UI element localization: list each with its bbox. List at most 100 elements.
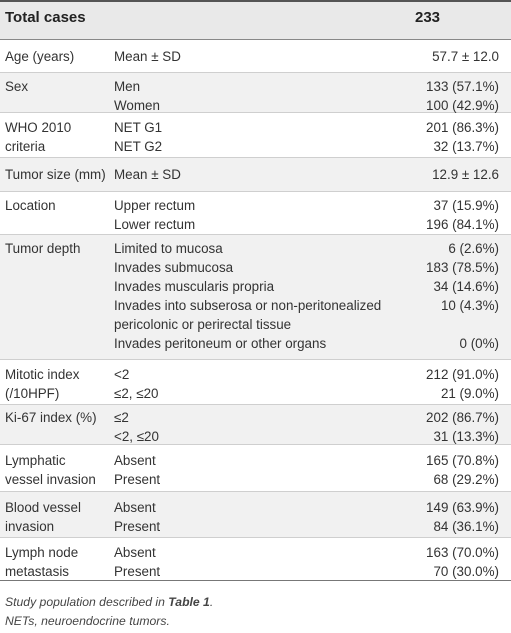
cell-text: Sex (5, 79, 29, 94)
row-category: Limited to mucosa Invades submucosa Invade… (114, 239, 381, 353)
cell-text: Lower rectum (114, 217, 196, 232)
cell-text: metastasis (5, 564, 69, 579)
row-category: NET G1 NET G2 (114, 118, 162, 156)
cell-text: Lymphatic (5, 453, 66, 468)
cell-text: 10 (4.3%) (440, 298, 499, 313)
cell-text: Men (114, 79, 141, 94)
cell-text: <2, ≤20 (114, 429, 159, 444)
footnote-abbreviations: NETs, neuroendocrine tumors. (5, 614, 170, 628)
cell-text: 133 (57.1%) (426, 79, 499, 94)
row-category: Absent Present (114, 451, 160, 489)
table-row: WHO 2010 criteria NET G1 NET G2 201 (86.3%) 3… (0, 113, 511, 158)
cell-text: Mitotic index (5, 367, 80, 382)
cell-text: <2 (114, 367, 130, 382)
cell-text: 32 (13.7%) (433, 139, 499, 154)
cell-text: 183 (78.5%) (426, 260, 499, 275)
table-row: Blood vessel invasion Absent Present 149 (63… (0, 492, 511, 538)
cell-text: Invades submucosa (114, 260, 234, 275)
row-category: Mean ± SD (114, 47, 181, 66)
cell-text: vessel invasion (5, 472, 96, 487)
cell-text: 12.9 ± 12.6 (432, 167, 499, 182)
cell-text: 31 (13.3%) (433, 429, 499, 444)
row-category: Absent Present (114, 543, 160, 581)
row-value: 202 (86.7%) 31 (13.3%) (426, 408, 499, 446)
row-value: 133 (57.1%) 100 (42.9%) (426, 77, 499, 115)
cell-text: 0 (0%) (459, 336, 499, 351)
row-label: Tumor depth (5, 239, 80, 258)
data-table: Age (years) Mean ± SD 57.7 ± 12.0 Sex Men Wom… (0, 40, 511, 581)
row-label: WHO 2010 criteria (5, 118, 71, 156)
table-row: Location Upper rectum Lower rectum 37 (15.9… (0, 192, 511, 235)
row-label: Blood vessel invasion (5, 498, 81, 536)
row-value: 165 (70.8%) 68 (29.2%) (426, 451, 499, 489)
cell-text: pericolonic or perirectal tissue (114, 317, 292, 332)
cell-text: 201 (86.3%) (426, 120, 499, 135)
table-row: Sex Men Women 133 (57.1%) 100 (42.9%) (0, 73, 511, 113)
cell-text: 163 (70.0%) (426, 545, 499, 560)
cell-text: 37 (15.9%) (433, 198, 499, 213)
cell-text: ≤2 (114, 410, 129, 425)
cell-text: NET G2 (114, 139, 163, 154)
cell-text: Present (114, 472, 161, 487)
cell-text: 100 (42.9%) (426, 98, 499, 113)
cell-text: Absent (114, 500, 156, 515)
row-value: 37 (15.9%) 196 (84.1%) (426, 196, 499, 234)
header-label: Total cases (5, 9, 86, 26)
cell-text: 21 (9.0%) (440, 386, 499, 401)
table-header: Total cases 233 (0, 0, 511, 39)
cell-text: Tumor depth (5, 241, 81, 256)
row-label: Age (years) (5, 47, 74, 66)
cell-text: Present (114, 519, 161, 534)
row-label: Lymph node metastasis (5, 543, 78, 581)
row-label: Mitotic index (/10HPF) (5, 365, 79, 403)
row-value: 149 (63.9%) 84 (36.1%) (426, 498, 499, 536)
row-category: Mean ± SD (114, 165, 181, 184)
cell-text: 84 (36.1%) (433, 519, 499, 534)
footnote-prefix: Study population described in (5, 595, 169, 609)
cell-text: Age (years) (5, 49, 75, 64)
table-row: Mitotic index (/10HPF) <2 ≤2, ≤20 212 (91.0%… (0, 360, 511, 405)
cell-text: 57.7 ± 12.0 (432, 49, 499, 64)
cell-text: 202 (86.7%) (426, 410, 499, 425)
cell-text: 165 (70.8%) (426, 453, 499, 468)
cell-text: Invades into subserosa or non-peritoneal… (114, 298, 382, 313)
cell-text: Blood vessel (5, 500, 81, 515)
table-row: Age (years) Mean ± SD 57.7 ± 12.0 (0, 40, 511, 73)
footnote-table-ref[interactable]: Table 1 (168, 595, 210, 609)
cell-text: Absent (114, 545, 156, 560)
cell-text: 6 (2.6%) (448, 241, 499, 256)
cell-text: 212 (91.0%) (426, 367, 499, 382)
row-category: Absent Present (114, 498, 160, 536)
cell-text: 68 (29.2%) (433, 472, 499, 487)
table-row: Tumor size (mm) Mean ± SD 12.9 ± 12.6 (0, 158, 511, 192)
cell-text: Present (114, 564, 161, 579)
cell-text: Absent (114, 453, 156, 468)
top-rule (0, 0, 511, 2)
cell-text: Ki-67 index (%) (5, 410, 97, 425)
row-category: Upper rectum Lower rectum (114, 196, 195, 234)
table-row: Ki-67 index (%) ≤2 <2, ≤20 202 (86.7%) 31 (1… (0, 405, 511, 445)
cell-text: Invades peritoneum or other organs (114, 336, 327, 351)
cell-text: Mean ± SD (114, 167, 181, 182)
row-value: 163 (70.0%) 70 (30.0%) (426, 543, 499, 581)
cell-text: criteria (5, 139, 46, 154)
row-value: 201 (86.3%) 32 (13.7%) (426, 118, 499, 156)
row-label: Ki-67 index (%) (5, 408, 97, 427)
cell-text: (/10HPF) (5, 386, 60, 401)
cell-text: Lymph node (5, 545, 79, 560)
cell-text: NET G1 (114, 120, 163, 135)
row-value: 212 (91.0%) 21 (9.0%) (426, 365, 499, 403)
cell-text: 196 (84.1%) (426, 217, 499, 232)
cell-text: WHO 2010 (5, 120, 72, 135)
cell-text: 34 (14.6%) (433, 279, 499, 294)
cell-text: 70 (30.0%) (433, 564, 499, 579)
header-rule (0, 39, 511, 40)
row-value: 12.9 ± 12.6 (432, 165, 499, 184)
cell-text: Location (5, 198, 56, 213)
cell-text: Invades muscularis propria (114, 279, 275, 294)
table-row: Lymph node metastasis Absent Present 163 (70… (0, 538, 511, 581)
row-value: 57.7 ± 12.0 (432, 47, 499, 66)
cell-text: 149 (63.9%) (426, 500, 499, 515)
row-label: Sex (5, 77, 28, 96)
